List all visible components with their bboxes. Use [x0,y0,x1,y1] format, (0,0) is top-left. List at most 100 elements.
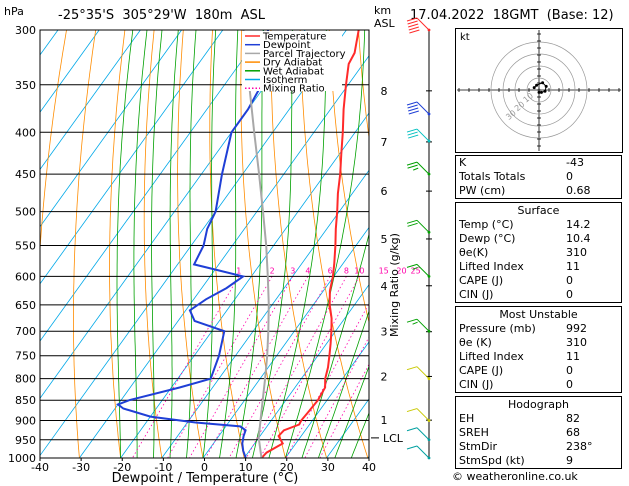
row-value: 68 [566,426,580,439]
row-value: 992 [566,322,587,335]
wet-adiabat-line [334,365,369,458]
hodo-point [544,84,548,88]
dry-adiabat-line [209,30,245,458]
x-tick-label: -10 [154,461,172,474]
pressure-tick-label: 700 [15,325,36,338]
wind-barb-staff [416,264,430,277]
legend-box [242,31,342,91]
table-row: Dewp (°C) 10.4 [456,232,621,246]
row-value: 0 [566,274,573,287]
isotherm-line [40,30,182,228]
wind-barb-flag [407,104,418,109]
isotherm-line [40,30,306,399]
wind-barb-flag [406,128,418,133]
pressure-tick-label: 350 [15,79,36,92]
mixing-ratio-line [228,276,331,458]
wind-barb-flag [408,110,419,115]
wet-adiabat-line [219,30,239,458]
wind-barb [406,427,431,442]
row-value: 310 [566,336,587,349]
x-tick-label: -20 [113,461,131,474]
row-label: Temp (°C) [459,218,514,231]
row-value: 9 [566,454,573,467]
wind-barb-flag [408,26,419,31]
x-tick-label: 0 [201,461,208,474]
row-label: CIN (J) [459,378,494,391]
table-row: Totals Totals 0 [456,170,621,184]
wind-barb-half [412,321,418,325]
row-value: 0 [566,170,573,183]
wind-barb-flag [409,29,420,34]
wind-barb [406,161,431,176]
mixing-ratio-label: 20 [396,266,406,275]
lcl-label: LCL [383,432,404,445]
series-parcel-trajectory [242,30,270,458]
wind-barb-flag [407,164,418,169]
wind-barb-staff [416,219,430,233]
pressure-tick-label: 750 [15,350,36,363]
mixing-ratio-label: 15 [379,266,389,275]
pressure-tick-label: 650 [15,299,36,312]
wind-barb-flag [406,263,418,268]
hodograph-unit-label: kt [460,32,470,43]
table-row: EH 82 [456,412,621,426]
copyright-footer[interactable]: © weatheronline.co.uk [452,470,578,483]
wind-barb-flag [406,427,418,432]
row-value: 10.4 [566,232,591,245]
x-tick-label: -40 [31,461,49,474]
wind-barb-dot [427,329,431,333]
wind-barb-flag [408,107,419,112]
pressure-tick-label: 400 [15,126,36,139]
row-value: 238° [566,440,593,453]
row-label: EH [459,412,475,425]
row-value: 11 [566,350,580,363]
mixing-ratio-label: 6 [328,266,333,275]
mixing-ratio-label: 4 [305,266,310,275]
wind-barb-flag [406,101,418,106]
km-label: km [374,4,392,17]
wind-barb-staff [416,318,430,332]
legend-entry: Wet Adiabat [263,66,324,77]
hodo-point [537,90,541,94]
wind-barb-flag [406,366,418,371]
series-temperature [260,30,360,458]
row-label: θe(K) [459,246,489,259]
wind-barb [406,219,431,234]
isotherm-line [202,226,369,458]
pressure-tick-label: 900 [15,415,36,428]
legend-entry: Dewpoint [263,40,311,51]
wind-barb-dot [427,28,431,32]
wind-barb-dot [427,419,431,422]
table-row: StmDir 238° [456,440,621,454]
x-tick-label: 20 [280,461,294,474]
wind-barb [406,445,431,460]
wet-adiabat-line [133,30,148,458]
row-label: Lifted Index [459,350,524,363]
table-row: K -43 [456,156,621,170]
wind-barb-flag [406,219,418,224]
km-tick-label: 5 [381,233,388,246]
hodo-point [535,83,539,87]
wind-barb-flag [408,23,419,28]
wind-barb-flag [406,17,418,22]
asl-label: ASL [374,17,395,30]
surface-title: Surface [517,204,560,217]
wind-barb [406,101,431,116]
row-label: Lifted Index [459,260,524,273]
pressure-tick-label: 600 [15,270,36,283]
wind-barb-flag [408,134,419,139]
table-row: CIN (J) 0 [456,378,621,392]
pressure-tick-label: 850 [15,394,36,407]
x-axis-label: Dewpoint / Temperature (°C) [112,471,299,486]
km-tick-label: 3 [381,326,388,339]
wind-barb-staff [416,427,430,441]
mixing-ratio-label: 3 [290,266,295,275]
wind-barb-staff [416,161,430,175]
isotherm-line [243,284,369,458]
wind-barb-dot [427,230,431,234]
dry-adiabat-line [40,30,67,256]
wind-barb-flag [406,408,418,413]
pressure-tick-label: 450 [15,168,36,181]
